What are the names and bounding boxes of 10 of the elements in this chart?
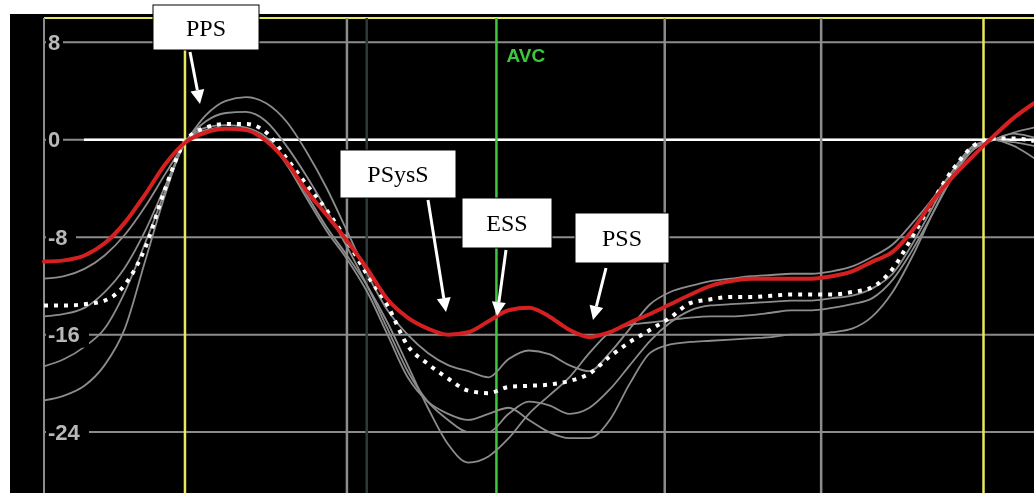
annotation: PSysS xyxy=(367,161,429,187)
annotation: PPS xyxy=(185,14,227,41)
y-tick-label: 0 xyxy=(48,127,61,153)
y-tick-label: -16 xyxy=(48,322,80,348)
annotation: AVC xyxy=(506,45,546,66)
y-tick-label: 8 xyxy=(48,29,61,55)
annotation: ESS xyxy=(486,210,528,236)
y-tick-label: -24 xyxy=(48,419,81,445)
y-tick-label: -8 xyxy=(48,224,68,250)
annotation: PSS xyxy=(601,225,643,251)
